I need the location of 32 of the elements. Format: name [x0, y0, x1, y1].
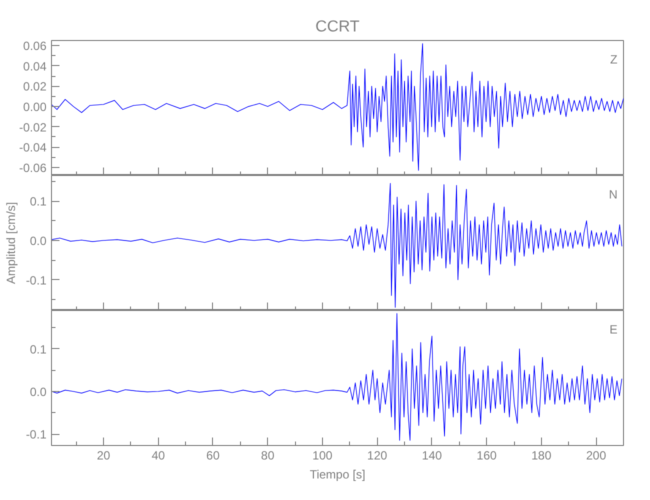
- y-tick-label: 0.00: [23, 100, 47, 114]
- y-tick-label: -0.06: [19, 160, 47, 175]
- y-tick-label: 0.1: [30, 342, 47, 356]
- y-tick-label: 0.0: [30, 234, 47, 248]
- y-tick-label: 0.04: [23, 59, 47, 74]
- y-tick-label: 0.1: [30, 194, 47, 209]
- x-tick-label: 140: [422, 448, 442, 462]
- line-series: [52, 313, 622, 441]
- y-tick-label: -0.1: [26, 273, 47, 288]
- annotation: E: [609, 322, 618, 336]
- x-tick-label: 180: [531, 448, 552, 462]
- annotation: N: [608, 188, 618, 202]
- x-tick-label: 20: [96, 448, 110, 462]
- y-tick-label: 0.06: [23, 39, 47, 54]
- annotation: Z: [610, 52, 618, 66]
- y-tick-label: -0.02: [19, 120, 47, 134]
- x-tick-label: 160: [476, 448, 497, 462]
- x-tick-label: 40: [152, 448, 166, 462]
- chart-title: CCRT: [315, 18, 360, 36]
- x-axis-title: Tiempo [s]: [310, 468, 366, 482]
- y-tick-label: -0.04: [19, 140, 47, 155]
- y-tick-label: 0.02: [23, 80, 47, 94]
- x-tick-label: 80: [261, 448, 275, 462]
- y-axis-title: Amplitud [cm/s]: [4, 202, 18, 284]
- line-series: [52, 183, 622, 308]
- x-tick-label: 120: [367, 448, 388, 462]
- x-tick-label: 60: [206, 448, 220, 462]
- line-series: [52, 43, 624, 171]
- x-tick-label: 100: [312, 448, 333, 462]
- y-tick-label: -0.1: [26, 428, 47, 442]
- x-tick-label: 200: [586, 448, 606, 462]
- y-tick-label: 0.0: [30, 384, 47, 399]
